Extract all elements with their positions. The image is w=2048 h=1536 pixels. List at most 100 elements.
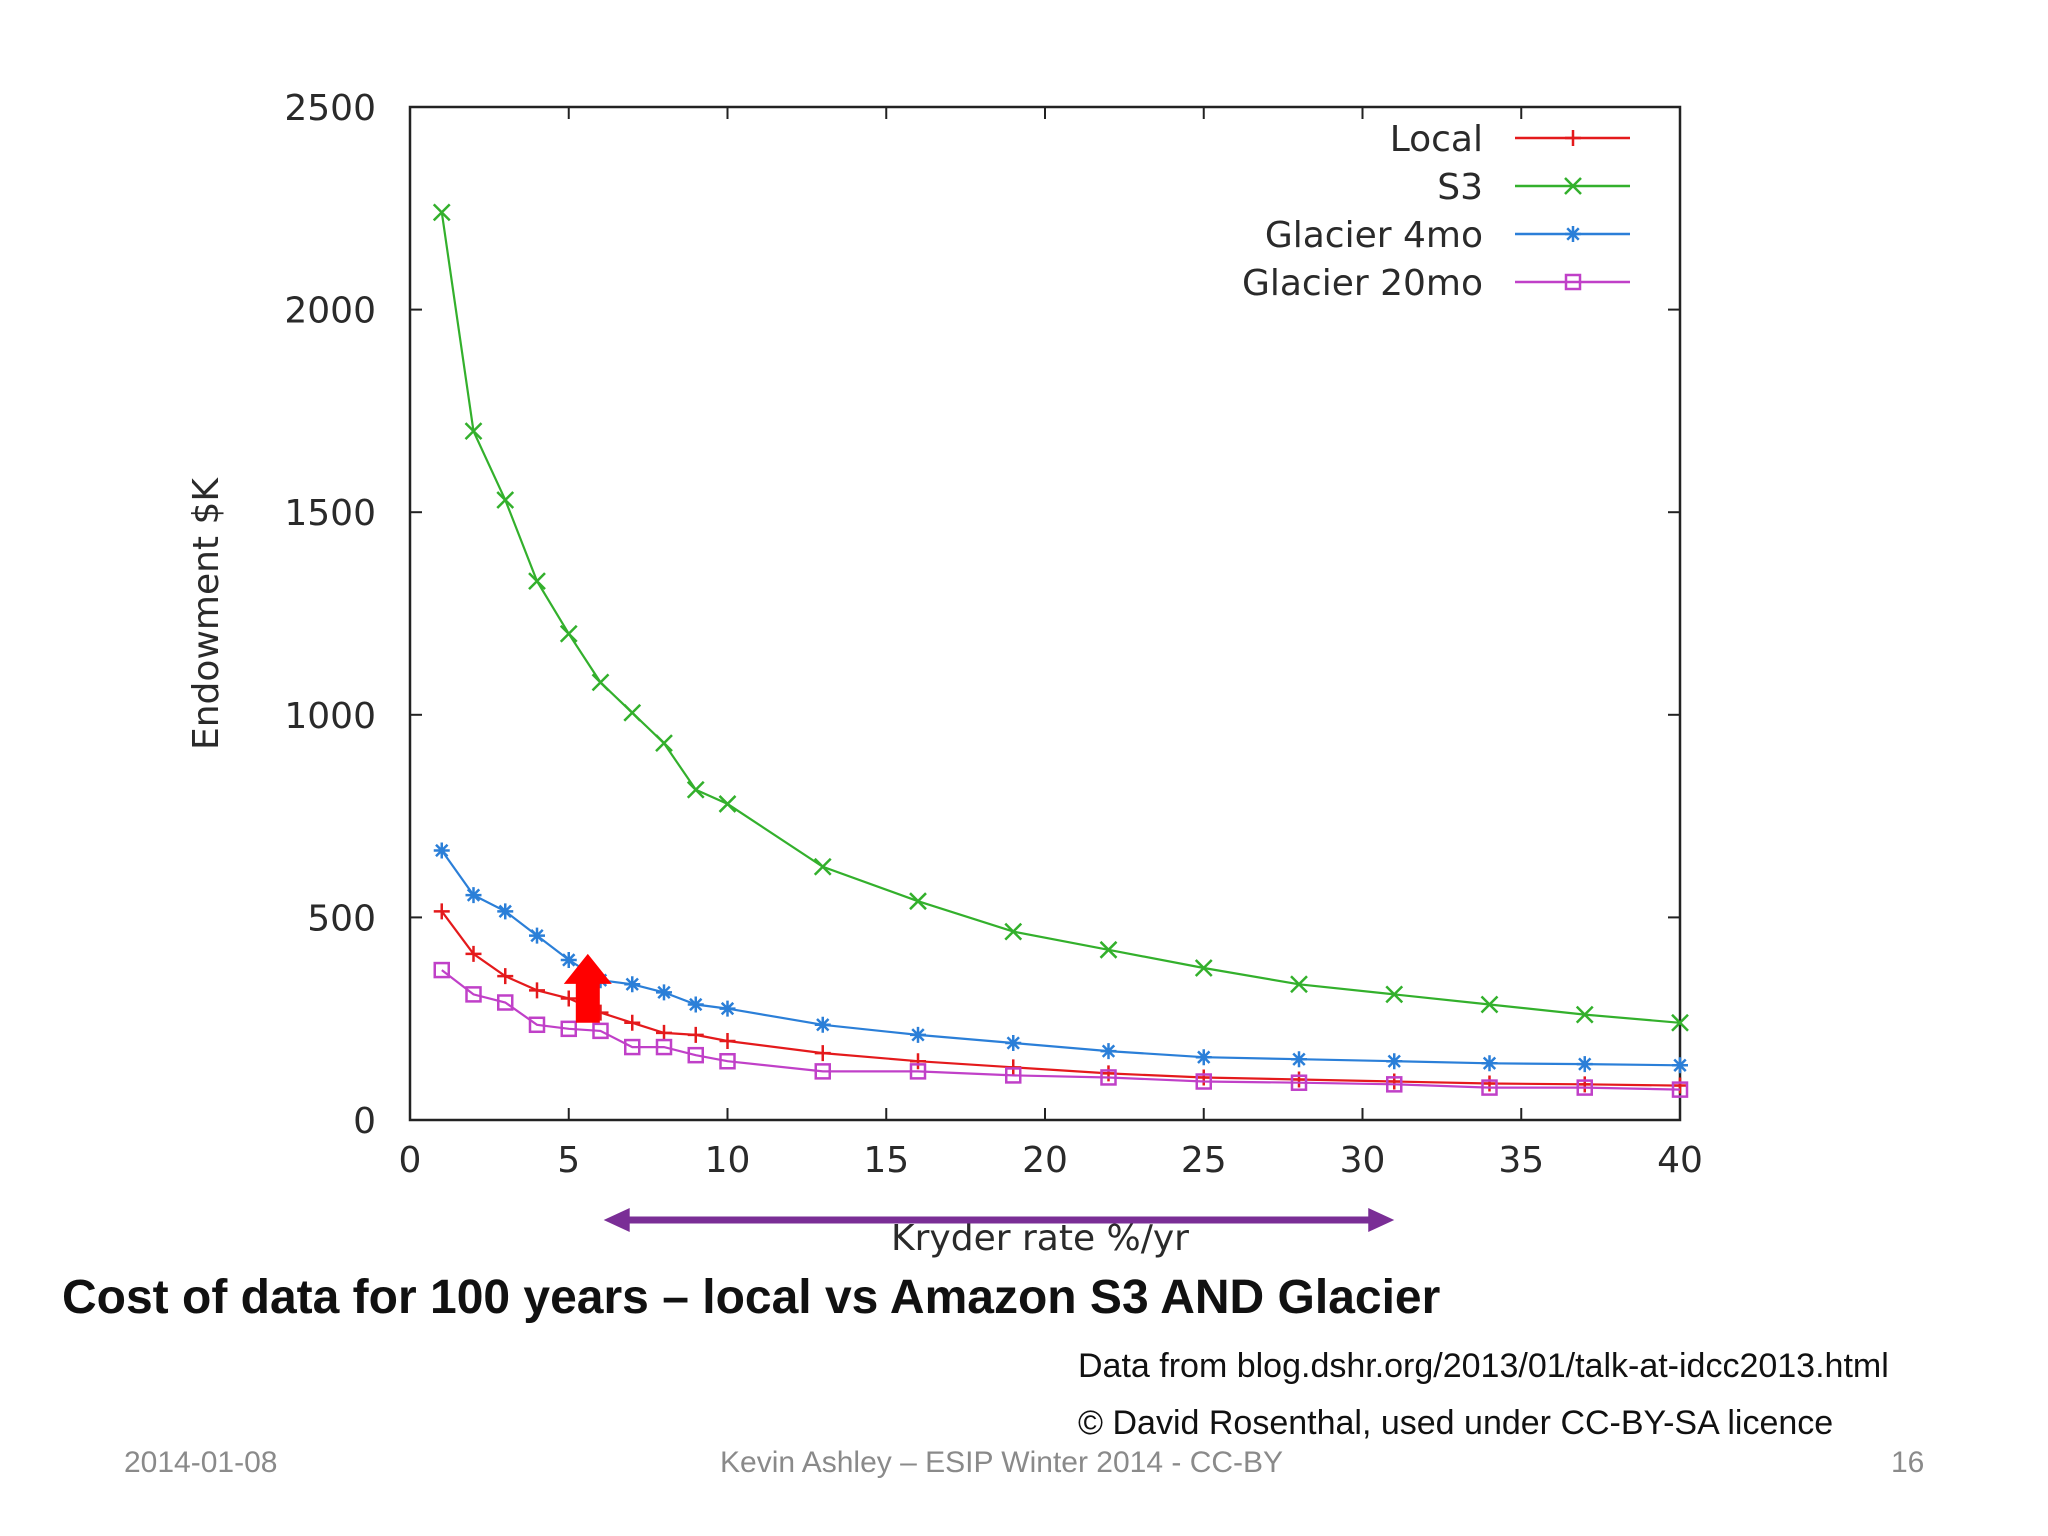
y-tick-label: 2000 [284, 291, 376, 332]
data-point-local [1195, 1069, 1212, 1086]
x-axis-label: Kryder rate %/yr [891, 1218, 1189, 1259]
data-point-local [1481, 1075, 1498, 1092]
data-point-glacier-20mo [1481, 1079, 1498, 1096]
data-point-glacier-4mo [1100, 1043, 1117, 1060]
y-tick-label: 2500 [284, 88, 376, 129]
axis-ticks [409, 106, 1681, 1121]
data-point-local [465, 945, 482, 962]
data-point-glacier-4mo [497, 903, 514, 920]
data-point-glacier-4mo [465, 887, 482, 904]
data-point-local [687, 1026, 704, 1043]
data-point-local [910, 1053, 926, 1070]
page-number: 16 [1891, 1446, 1925, 1479]
series-line-glacier-20mo [441, 969, 1681, 1091]
source-credit: Data from blog.dshr.org/2013/01/talk-at-… [1078, 1347, 1889, 1385]
data-point-glacier-20mo [497, 994, 514, 1011]
data-point-local [656, 1024, 672, 1041]
data-point-glacier-20mo [1005, 1067, 1022, 1084]
x-tick-label: 20 [1022, 1140, 1068, 1181]
data-point-glacier-4mo [814, 1016, 831, 1033]
x-tick-label: 0 [399, 1140, 422, 1181]
series-line-local [440, 910, 1681, 1087]
data-point-glacier-4mo [719, 1000, 736, 1017]
data-point-local [1291, 1071, 1307, 1088]
data-point-local [624, 1014, 641, 1031]
legend-marker-s3 [1564, 177, 1582, 195]
y-tick-label: 1000 [284, 696, 376, 737]
legend-marker-local [1565, 130, 1581, 146]
range-arrow-left-head [603, 1208, 630, 1232]
data-point-local [1386, 1073, 1403, 1090]
data-point-local [560, 990, 577, 1007]
legend-marker-glacier-20mo [1564, 273, 1582, 291]
x-tick-label: 30 [1340, 1140, 1386, 1181]
data-point-glacier-20mo [560, 1020, 577, 1038]
y-tick-label: 1500 [284, 493, 376, 534]
data-point-s3 [1194, 959, 1213, 977]
data-point-glacier-20mo [465, 986, 482, 1003]
data-point-glacier-4mo [433, 842, 450, 859]
data-point-local [1672, 1077, 1688, 1094]
data-point-s3 [1099, 940, 1118, 959]
series-line-s3 [440, 212, 1681, 1024]
legend-label-glacier-4mo: Glacier 4mo [1265, 215, 1483, 256]
data-point-glacier-4mo [1481, 1055, 1498, 1072]
data-point-glacier-20mo [909, 1063, 927, 1080]
data-point-glacier-4mo [1386, 1053, 1403, 1070]
data-point-glacier-4mo [529, 927, 545, 944]
data-point-s3 [1290, 975, 1308, 994]
data-point-s3 [1385, 985, 1404, 1004]
data-point-s3 [686, 780, 705, 799]
data-point-glacier-4mo [687, 996, 704, 1013]
data-point-glacier-4mo [1195, 1049, 1212, 1066]
x-tick-label: 35 [1498, 1140, 1544, 1181]
data-point-glacier-20mo [592, 1022, 609, 1040]
series-glacier-4mo [433, 842, 1688, 1074]
data-point-glacier-20mo [624, 1038, 641, 1056]
data-point-glacier-20mo [1671, 1081, 1689, 1098]
data-point-s3 [1671, 1013, 1689, 1032]
x-tick-label: 15 [863, 1140, 909, 1181]
plot-frame [408, 105, 1682, 1122]
series-line-glacier-4mo [440, 849, 1681, 1067]
tick-labels: 0 5 10 15 20 25 30 35 40 0 500 1000 1500 2000 2500 [284, 88, 1703, 1181]
data-point-local [1576, 1076, 1593, 1093]
data-point-s3 [813, 857, 832, 876]
data-point-glacier-20mo [1100, 1069, 1117, 1086]
data-point-s3 [1480, 995, 1499, 1014]
data-point-glacier-4mo [1005, 1035, 1022, 1052]
footer-presenter: Kevin Ashley – ESIP Winter 2014 - CC-BY [720, 1446, 1284, 1479]
legend-label-glacier-20mo: Glacier 20mo [1242, 263, 1483, 304]
legend-marker-glacier-4mo [1565, 226, 1581, 242]
data-point-local [814, 1045, 831, 1062]
series-s3 [432, 203, 1689, 1032]
copyright-credit: © David Rosenthal, used under CC-BY-SA l… [1078, 1404, 1834, 1442]
data-point-s3 [559, 624, 578, 643]
data-point-glacier-4mo [624, 976, 641, 993]
data-point-s3 [591, 673, 610, 692]
y-tick-label: 500 [307, 898, 376, 939]
data-point-glacier-4mo [656, 984, 672, 1001]
data-point-glacier-20mo [814, 1063, 831, 1080]
data-point-glacier-4mo [1576, 1056, 1593, 1073]
data-point-s3 [909, 892, 927, 911]
series-layer [432, 203, 1689, 1098]
data-point-glacier-20mo [1290, 1074, 1308, 1091]
series-glacier-20mo [433, 961, 1689, 1098]
data-point-glacier-20mo [719, 1052, 736, 1070]
annotations [563, 953, 1395, 1232]
data-point-local [529, 982, 545, 999]
legend-label-s3: S3 [1437, 167, 1483, 208]
data-point-glacier-4mo [1672, 1057, 1688, 1074]
legend-label-local: Local [1390, 119, 1483, 160]
data-point-glacier-20mo [687, 1046, 704, 1064]
x-tick-label: 5 [557, 1140, 580, 1181]
data-point-glacier-20mo [433, 961, 450, 979]
slide-title: Cost of data for 100 years – local vs Am… [62, 1271, 1441, 1324]
range-arrow-right-head [1368, 1208, 1395, 1232]
data-point-glacier-4mo [560, 951, 577, 968]
data-point-glacier-20mo [1195, 1073, 1212, 1090]
x-tick-label: 40 [1657, 1140, 1703, 1181]
data-point-glacier-20mo [528, 1016, 546, 1034]
